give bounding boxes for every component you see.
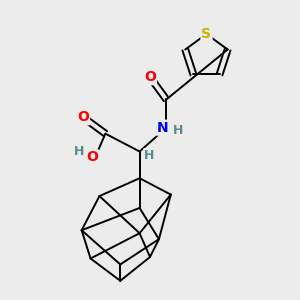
Text: N: N <box>157 121 169 135</box>
Text: O: O <box>144 70 156 84</box>
Text: H: H <box>74 145 84 158</box>
Text: H: H <box>172 124 183 136</box>
Text: S: S <box>202 27 212 41</box>
Text: H: H <box>144 148 154 162</box>
Text: O: O <box>86 150 98 164</box>
Text: O: O <box>77 110 89 124</box>
